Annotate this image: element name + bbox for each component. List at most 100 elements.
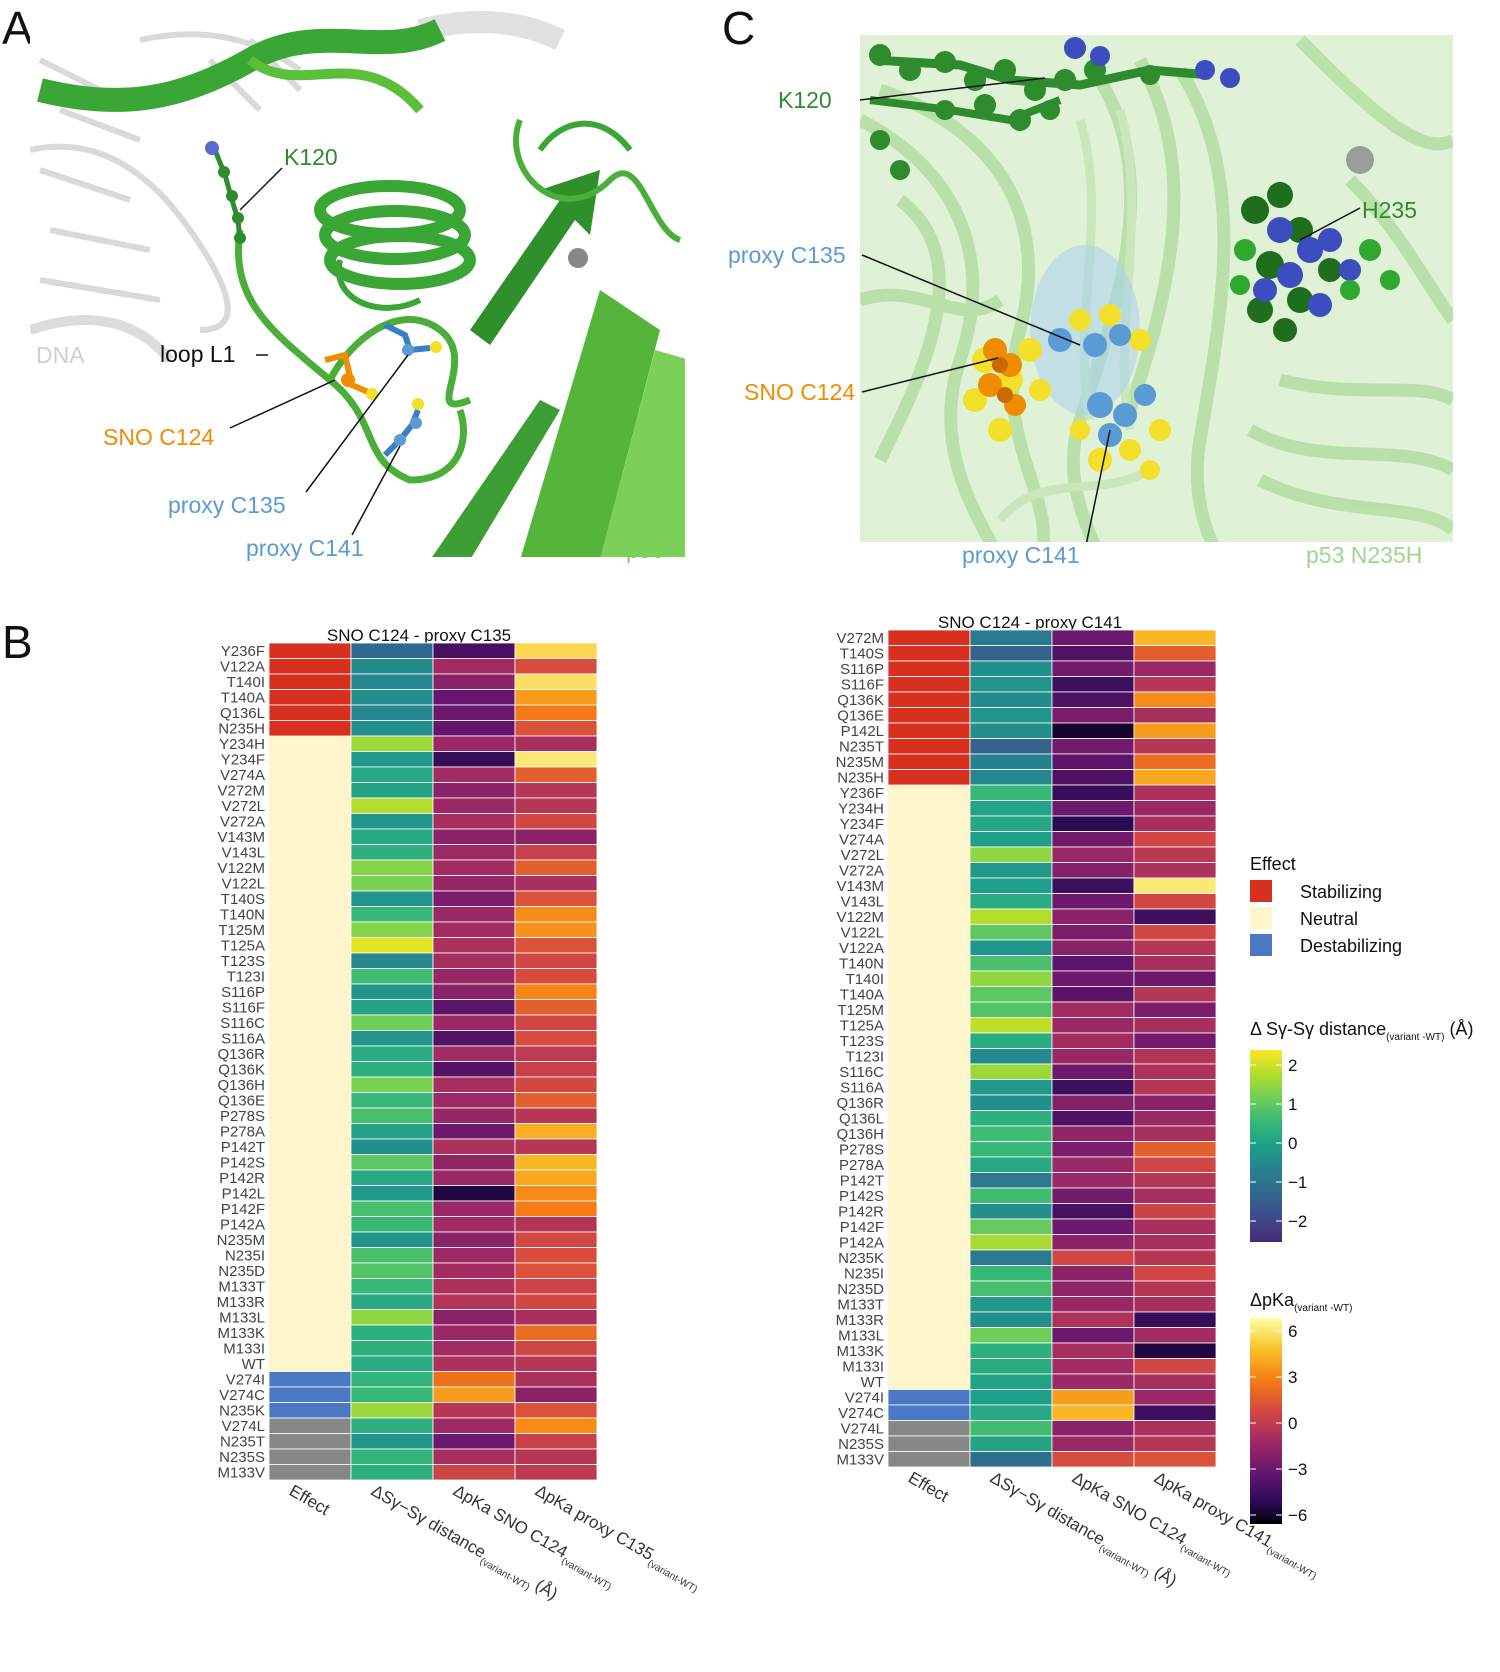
proxy-c141-sidechain: [382, 398, 424, 458]
pka-sno-cell: [1051, 1358, 1135, 1375]
distance-cell: [969, 1342, 1053, 1359]
effect-cell: [888, 924, 970, 940]
effect-cell: [888, 862, 970, 878]
pka-proxy-cell: [514, 1185, 598, 1202]
pka-proxy-cell: [514, 828, 598, 845]
distance-cell: [969, 1079, 1053, 1096]
legend-distance-tick: 2: [1288, 1056, 1297, 1075]
proxy-c135-sidechain: [383, 322, 442, 356]
pka-proxy-cell: [1133, 1218, 1217, 1235]
row-label: V272L: [841, 847, 884, 864]
distance-cell: [350, 1123, 434, 1140]
pka-proxy-cell: [1133, 1048, 1217, 1065]
pka-proxy-cell: [1133, 1404, 1217, 1421]
pka-proxy-cell: [1133, 831, 1217, 848]
pka-sno-cell: [1051, 1420, 1135, 1437]
row-label: Q136H: [217, 1077, 265, 1094]
distance-cell: [969, 1017, 1053, 1034]
distance-cell: [969, 1048, 1053, 1065]
pka-proxy-cell: [1133, 955, 1217, 972]
distance-cell: [350, 937, 434, 954]
pka-proxy-cell: [1133, 1265, 1217, 1282]
pka-proxy-cell: [1133, 800, 1217, 817]
pka-sno-cell: [1051, 1063, 1135, 1080]
distance-cell: [350, 658, 434, 675]
effect-cell: [887, 1435, 971, 1452]
legend-distance: Δ Sγ-Sγ distance(variant -WT) (Å) 2 1 0 …: [1250, 1019, 1473, 1242]
effect-cell: [269, 844, 351, 860]
row-label: V272M: [217, 782, 265, 799]
pka-sno-cell: [432, 1107, 516, 1124]
legend-distance-tick: 0: [1288, 1134, 1297, 1153]
row-label: P142A: [220, 1216, 265, 1233]
effect-cell: [888, 1374, 970, 1390]
panel-a-structure: [30, 0, 685, 557]
pka-sno-cell: [1051, 1311, 1135, 1328]
pka-proxy-cell: [514, 689, 598, 706]
pka-proxy-cell: [1133, 893, 1217, 910]
distance-cell: [350, 875, 434, 892]
pka-sno-cell: [432, 1371, 516, 1388]
effect-cell: [268, 1386, 352, 1403]
distance-cell: [969, 1265, 1053, 1282]
distance-cell: [350, 1402, 434, 1419]
distance-cell: [350, 1185, 434, 1202]
distance-cell: [969, 738, 1053, 755]
row-label: M133I: [223, 1340, 265, 1357]
effect-cell: [268, 1371, 352, 1388]
pka-proxy-cell: [1133, 645, 1217, 662]
distance-cell: [969, 722, 1053, 739]
effect-cell: [269, 1340, 351, 1356]
distance-cell: [350, 1278, 434, 1295]
pka-sno-cell: [432, 782, 516, 799]
effect-cell: [888, 1110, 970, 1126]
distance-cell: [350, 828, 434, 845]
distance-cell: [350, 1045, 434, 1062]
pka-sno-cell: [1051, 753, 1135, 770]
label-c-p141: proxy C141: [962, 542, 1080, 568]
pka-sno-cell: [432, 921, 516, 938]
c-h235-cluster: [1230, 182, 1400, 342]
pka-sno-cell: [1051, 1327, 1135, 1344]
row-label: S116C: [220, 1015, 265, 1032]
panel-c-letter: C: [722, 2, 755, 54]
pka-sno-cell: [1051, 939, 1135, 956]
legend-effect: Effect Stabilizing Neutral Destabilizing: [1250, 854, 1402, 956]
pka-sno-cell: [1051, 1451, 1135, 1468]
effect-cell: [268, 1417, 352, 1434]
row-label: N235D: [218, 1263, 265, 1280]
pka-proxy-cell: [514, 658, 598, 675]
row-label: T140A: [221, 689, 265, 706]
pka-sno-cell: [432, 828, 516, 845]
distance-cell: [350, 1247, 434, 1264]
row-label: T140N: [839, 955, 884, 972]
row-label: N235M: [217, 1232, 265, 1249]
effect-cell: [887, 676, 971, 693]
effect-cell: [269, 736, 351, 752]
pka-sno-cell: [432, 875, 516, 892]
effect-cell: [888, 1312, 970, 1328]
pka-proxy-cell: [514, 813, 598, 830]
distance-cell: [969, 1125, 1053, 1142]
pka-sno-cell: [1051, 1156, 1135, 1173]
pka-sno-cell: [432, 1324, 516, 1341]
distance-cell: [969, 831, 1053, 848]
pka-sno-cell: [432, 1448, 516, 1465]
row-label: T123I: [846, 1048, 884, 1065]
row-label: WT: [861, 1374, 884, 1391]
distance-cell: [969, 1420, 1053, 1437]
pka-proxy-cell: [514, 906, 598, 923]
effect-cell: [269, 1046, 351, 1062]
legend-label-neutral: Neutral: [1300, 909, 1358, 929]
effect-cell: [269, 1170, 351, 1186]
pka-sno-cell: [1051, 908, 1135, 925]
pka-proxy-cell: [514, 704, 598, 721]
row-label: S116A: [840, 1079, 884, 1096]
effect-cell: [887, 629, 971, 646]
pka-proxy-cell: [514, 1262, 598, 1279]
row-label: V274C: [838, 1405, 884, 1422]
heatmap-c141: SNO C124 - proxy C141 V272MT140SS116PS11…: [836, 613, 1318, 1590]
row-label: T125A: [221, 937, 265, 954]
pka-sno-cell: [1051, 1296, 1135, 1313]
pka-sno-cell: [1051, 1280, 1135, 1297]
